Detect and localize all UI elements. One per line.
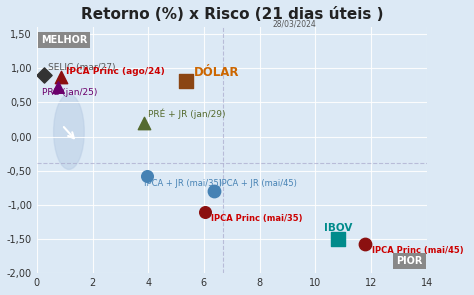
Text: PIOR: PIOR	[396, 256, 423, 266]
Point	[201, 209, 209, 214]
Circle shape	[54, 94, 84, 169]
Text: IPCA + JR (mai/45): IPCA + JR (mai/45)	[219, 179, 297, 188]
Text: MELHOR: MELHOR	[41, 35, 87, 45]
Title: Retorno (%) x Risco (21 dias úteis ): Retorno (%) x Risco (21 dias úteis )	[81, 7, 383, 22]
Point	[362, 242, 369, 246]
Point	[54, 84, 62, 89]
Text: 28/03/2024: 28/03/2024	[272, 19, 316, 29]
Point	[143, 174, 151, 178]
Text: DÓLAR: DÓLAR	[194, 66, 240, 79]
Text: IPCA + JR (mai/35): IPCA + JR (mai/35)	[144, 179, 222, 189]
Text: PRÉ + JR (jan/29): PRÉ + JR (jan/29)	[148, 109, 226, 119]
Point	[334, 237, 341, 241]
Point	[140, 121, 148, 125]
Point	[210, 189, 218, 194]
Text: IBOV: IBOV	[324, 223, 352, 233]
Point	[57, 75, 64, 80]
Text: PRÉ (jan/25): PRÉ (jan/25)	[43, 86, 98, 97]
Text: IPCA Princ (mai/45): IPCA Princ (mai/45)	[372, 246, 464, 255]
Point	[182, 78, 190, 83]
Text: IPCA Princ (mai/35): IPCA Princ (mai/35)	[211, 214, 302, 223]
Text: SELIC (mar/27): SELIC (mar/27)	[48, 63, 116, 72]
Point	[40, 73, 48, 78]
Text: IPCA Princ (ago/24): IPCA Princ (ago/24)	[66, 67, 165, 76]
